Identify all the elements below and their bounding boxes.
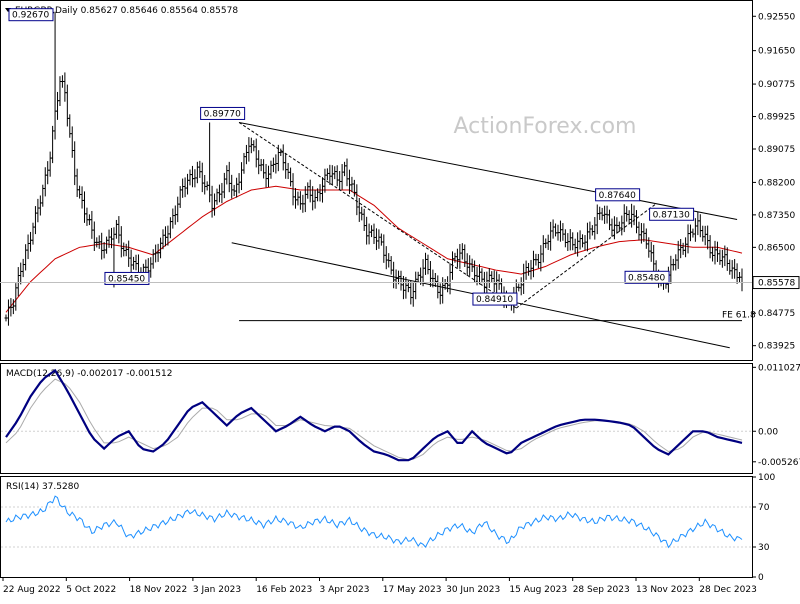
level-label-box xyxy=(649,207,695,221)
last-price-label: 0.85578 xyxy=(758,279,795,289)
y-tick-label: 0.90775 xyxy=(758,80,795,90)
macd-label: MACD(12,26,9) -0.002017 -0.001512 xyxy=(6,369,172,379)
y-tick-label: 0.87350 xyxy=(758,211,795,221)
level-label: 0.85480 xyxy=(628,273,665,283)
y-tick-label: -0.005267 xyxy=(758,458,800,468)
y-tick-label: 0.86500 xyxy=(758,243,795,253)
macd-panel-frame xyxy=(0,363,753,474)
y-tick-label: 30 xyxy=(758,543,770,553)
level-label: 0.87130 xyxy=(653,210,690,220)
level-label-box xyxy=(104,271,150,285)
y-tick-label: 0 xyxy=(758,573,764,583)
x-tick-label: 3 Jan 2023 xyxy=(193,585,241,595)
y-tick-label: 0.84775 xyxy=(758,309,795,319)
y-tick-label: 0.89925 xyxy=(758,113,795,123)
level-label: 0.87640 xyxy=(599,191,636,201)
rsi-line xyxy=(1,495,752,549)
last-price-box xyxy=(752,276,800,290)
level-label: 0.84910 xyxy=(476,295,513,305)
y-tick-label: 100 xyxy=(758,473,775,483)
x-tick-label: 17 May 2023 xyxy=(383,585,442,595)
price-panel-frame xyxy=(0,0,753,361)
x-tick-label: 5 Oct 2022 xyxy=(66,585,116,595)
x-tick-label: 15 Aug 2023 xyxy=(509,585,567,595)
price-annotations: 0.92670 0.89770 0.85450 0.84910 0.87640 0.871… xyxy=(8,8,695,306)
level-label-box xyxy=(624,270,670,284)
macd-lines xyxy=(1,368,752,462)
rsi-y-axis: 100 70 30 0 xyxy=(752,473,775,583)
x-tick-label: 22 Aug 2022 xyxy=(3,585,61,595)
y-tick-label: 0.88200 xyxy=(758,178,795,188)
rsi-label: RSI(14) 37.5280 xyxy=(6,482,79,492)
y-tick-label: 0.91650 xyxy=(758,47,795,57)
y-tick-label: 0.83925 xyxy=(758,342,795,352)
watermark: ActionForex.com xyxy=(454,114,637,139)
level-label-box xyxy=(472,292,518,306)
symbol-header: EURGBP,Daily 0.85627 0.85646 0.85564 0.8… xyxy=(15,6,238,16)
price-y-axis: 0.92550 0.91650 0.90775 0.89925 0.89075 0.882… xyxy=(752,12,795,352)
level-label: 0.92670 xyxy=(12,11,49,21)
dashed-projection-line xyxy=(515,203,657,309)
y-tick-label: 0.92550 xyxy=(758,12,795,22)
level-label-box xyxy=(200,106,246,120)
x-tick-label: 3 Apr 2023 xyxy=(320,585,370,595)
level-label-box xyxy=(595,188,641,202)
dashed-projection-line xyxy=(238,122,517,309)
level-label-box xyxy=(8,8,54,22)
x-tick-label: 28 Dec 2023 xyxy=(699,585,757,595)
date-x-axis: 22 Aug 2022 5 Oct 2022 18 Nov 2022 3 Jan 20… xyxy=(2,577,757,595)
rsi-series-line xyxy=(5,495,743,549)
y-tick-label: 0.00 xyxy=(758,427,778,437)
level-label: 0.85450 xyxy=(108,274,145,284)
x-tick-label: 30 Jun 2023 xyxy=(446,585,500,595)
y-tick-label: 70 xyxy=(758,503,770,513)
last-price-marker: 0.85578 xyxy=(0,276,800,290)
x-tick-label: 18 Nov 2022 xyxy=(130,585,188,595)
level-label: 0.89770 xyxy=(204,109,241,119)
x-tick-label: 28 Sep 2023 xyxy=(573,585,630,595)
x-tick-label: 13 Nov 2023 xyxy=(636,585,694,595)
fe-618-label: FE 61.8 xyxy=(722,311,756,321)
y-tick-label: 0.89075 xyxy=(758,145,795,155)
macd-main-line xyxy=(5,368,743,462)
channel-line xyxy=(238,121,738,220)
rsi-panel-frame xyxy=(0,476,753,578)
x-tick-label: 16 Feb 2023 xyxy=(256,585,312,595)
y-tick-label: 0.011027 xyxy=(758,363,800,373)
macd-y-axis: 0.011027 0.00 -0.005267 xyxy=(752,363,800,468)
